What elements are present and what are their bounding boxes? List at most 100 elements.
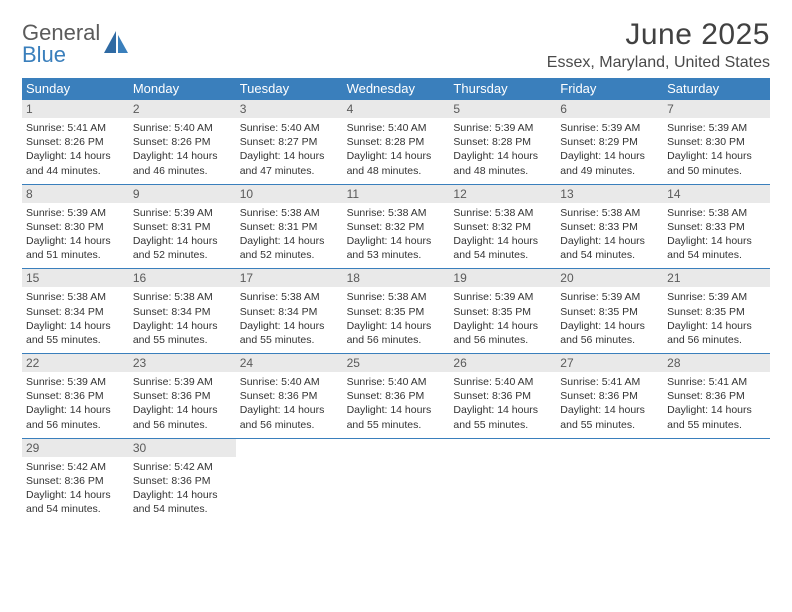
daylight-line: Daylight: 14 hours and 55 minutes.	[26, 320, 111, 346]
day-number: 2	[129, 100, 236, 118]
day-header: Friday	[556, 78, 663, 100]
daylight-line: Daylight: 14 hours and 56 minutes.	[133, 404, 218, 430]
day-body: Sunrise: 5:39 AM Sunset: 8:31 PM Daylight:…	[129, 203, 236, 269]
empty-cell	[343, 439, 450, 457]
sunrise-line: Sunrise: 5:38 AM	[133, 291, 213, 303]
week-number-row: 891011121314	[22, 184, 770, 203]
sunrise-line: Sunrise: 5:40 AM	[347, 122, 427, 134]
sunrise-line: Sunrise: 5:38 AM	[560, 207, 640, 219]
sunrise-line: Sunrise: 5:41 AM	[560, 376, 640, 388]
day-body: Sunrise: 5:39 AMSunset: 8:28 PMDaylight:…	[449, 118, 556, 184]
empty-cell	[556, 457, 663, 523]
day-number: 30	[129, 439, 236, 457]
sunset-line: Sunset: 8:31 PM	[133, 221, 211, 233]
empty-cell	[663, 439, 770, 457]
daylight-line: Daylight: 14 hours and 48 minutes.	[347, 150, 432, 176]
daylight-line: Daylight: 14 hours and 52 minutes.	[133, 235, 218, 261]
sunset-line: Sunset: 8:33 PM	[560, 221, 638, 233]
sunrise-line: Sunrise: 5:39 AM	[133, 207, 213, 219]
sunrise-line: Sunrise: 5:41 AM	[667, 376, 747, 388]
sunrise-line: Sunrise: 5:38 AM	[347, 291, 427, 303]
day-number: 7	[663, 100, 770, 118]
day-body: Sunrise: 5:40 AMSunset: 8:36 PMDaylight:…	[236, 372, 343, 438]
sunset-line: Sunset: 8:36 PM	[26, 475, 104, 487]
day-number: 27	[556, 354, 663, 372]
daylight-line: Daylight: 14 hours and 54 minutes.	[560, 235, 645, 261]
sunrise-line: Sunrise: 5:38 AM	[26, 291, 106, 303]
daylight-line: Daylight: 14 hours and 54 minutes.	[453, 235, 538, 261]
week-body-row: Sunrise: 5:38 AM Sunset: 8:34 PM Daylight:…	[22, 287, 770, 353]
day-body: Sunrise: 5:38 AMSunset: 8:31 PMDaylight:…	[236, 203, 343, 269]
daylight-line: Daylight: 14 hours and 54 minutes.	[26, 489, 111, 515]
day-number: 17	[236, 269, 343, 287]
sunset-line: Sunset: 8:36 PM	[133, 390, 211, 402]
daylight-line: Daylight: 14 hours and 50 minutes.	[667, 150, 752, 176]
daylight-line: Daylight: 14 hours and 55 minutes.	[347, 404, 432, 430]
sunset-line: Sunset: 8:34 PM	[26, 306, 104, 318]
sunset-line: Sunset: 8:36 PM	[240, 390, 318, 402]
sunset-line: Sunset: 8:26 PM	[26, 136, 104, 148]
sunrise-line: Sunrise: 5:39 AM	[453, 291, 533, 303]
daylight-line: Daylight: 14 hours and 49 minutes.	[560, 150, 645, 176]
day-number: 22	[22, 354, 129, 372]
daylight-line: Daylight: 14 hours and 51 minutes.	[26, 235, 111, 261]
sunrise-line: Sunrise: 5:39 AM	[560, 122, 640, 134]
day-header: Monday	[129, 78, 236, 100]
week-number-row: 22232425262728	[22, 353, 770, 372]
week-body-row: Sunrise: 5:42 AM Sunset: 8:36 PM Daylight:…	[22, 457, 770, 523]
sunset-line: Sunset: 8:34 PM	[240, 306, 318, 318]
day-number: 9	[129, 185, 236, 203]
day-body: Sunrise: 5:39 AMSunset: 8:35 PMDaylight:…	[449, 287, 556, 353]
daylight-line: Daylight: 14 hours and 54 minutes.	[133, 489, 218, 515]
day-number: 25	[343, 354, 450, 372]
sunset-line: Sunset: 8:35 PM	[347, 306, 425, 318]
sunrise-line: Sunrise: 5:39 AM	[667, 291, 747, 303]
empty-cell	[236, 439, 343, 457]
daylight-line: Daylight: 14 hours and 46 minutes.	[133, 150, 218, 176]
daylight-line: Daylight: 14 hours and 56 minutes.	[347, 320, 432, 346]
sunset-line: Sunset: 8:35 PM	[560, 306, 638, 318]
empty-cell	[449, 457, 556, 523]
day-number: 23	[129, 354, 236, 372]
daylight-line: Daylight: 14 hours and 48 minutes.	[453, 150, 538, 176]
sunrise-line: Sunrise: 5:42 AM	[133, 461, 213, 473]
day-body: Sunrise: 5:38 AM Sunset: 8:33 PM Daylight:…	[556, 203, 663, 269]
sunset-line: Sunset: 8:27 PM	[240, 136, 318, 148]
day-body: Sunrise: 5:40 AMSunset: 8:28 PMDaylight:…	[343, 118, 450, 184]
page: General Blue June 2025 Essex, Maryland, …	[0, 0, 792, 522]
day-number: 18	[343, 269, 450, 287]
day-body: Sunrise: 5:40 AMSunset: 8:27 PMDaylight:…	[236, 118, 343, 184]
sunset-line: Sunset: 8:28 PM	[453, 136, 531, 148]
day-header: Sunday	[22, 78, 129, 100]
daylight-line: Daylight: 14 hours and 55 minutes.	[667, 404, 752, 430]
day-number: 20	[556, 269, 663, 287]
day-body: Sunrise: 5:39 AMSunset: 8:35 PMDaylight:…	[556, 287, 663, 353]
sunset-line: Sunset: 8:36 PM	[133, 475, 211, 487]
day-body: Sunrise: 5:40 AMSunset: 8:36 PMDaylight:…	[343, 372, 450, 438]
sunrise-line: Sunrise: 5:40 AM	[240, 376, 320, 388]
day-number: 29	[22, 439, 129, 457]
sunset-line: Sunset: 8:34 PM	[133, 306, 211, 318]
day-number: 6	[556, 100, 663, 118]
sunset-line: Sunset: 8:31 PM	[240, 221, 318, 233]
day-header: Thursday	[449, 78, 556, 100]
day-body: Sunrise: 5:42 AM Sunset: 8:36 PM Daylight:…	[129, 457, 236, 523]
sunrise-line: Sunrise: 5:38 AM	[240, 207, 320, 219]
logo-text-blue: Blue	[22, 42, 66, 67]
page-title: June 2025	[547, 18, 770, 52]
day-number: 13	[556, 185, 663, 203]
daylight-line: Daylight: 14 hours and 55 minutes.	[133, 320, 218, 346]
day-number: 26	[449, 354, 556, 372]
day-body: Sunrise: 5:39 AMSunset: 8:36 PMDaylight:…	[129, 372, 236, 438]
logo: General Blue	[22, 18, 132, 66]
day-number: 11	[343, 185, 450, 203]
day-body: Sunrise: 5:39 AMSunset: 8:36 PMDaylight:…	[22, 372, 129, 438]
day-number: 19	[449, 269, 556, 287]
sunset-line: Sunset: 8:33 PM	[667, 221, 745, 233]
day-number: 21	[663, 269, 770, 287]
daylight-line: Daylight: 14 hours and 56 minutes.	[560, 320, 645, 346]
day-body: Sunrise: 5:39 AMSunset: 8:30 PMDaylight:…	[663, 118, 770, 184]
day-number: 5	[449, 100, 556, 118]
sunrise-line: Sunrise: 5:39 AM	[667, 122, 747, 134]
day-body: Sunrise: 5:38 AMSunset: 8:33 PMDaylight:…	[663, 203, 770, 269]
